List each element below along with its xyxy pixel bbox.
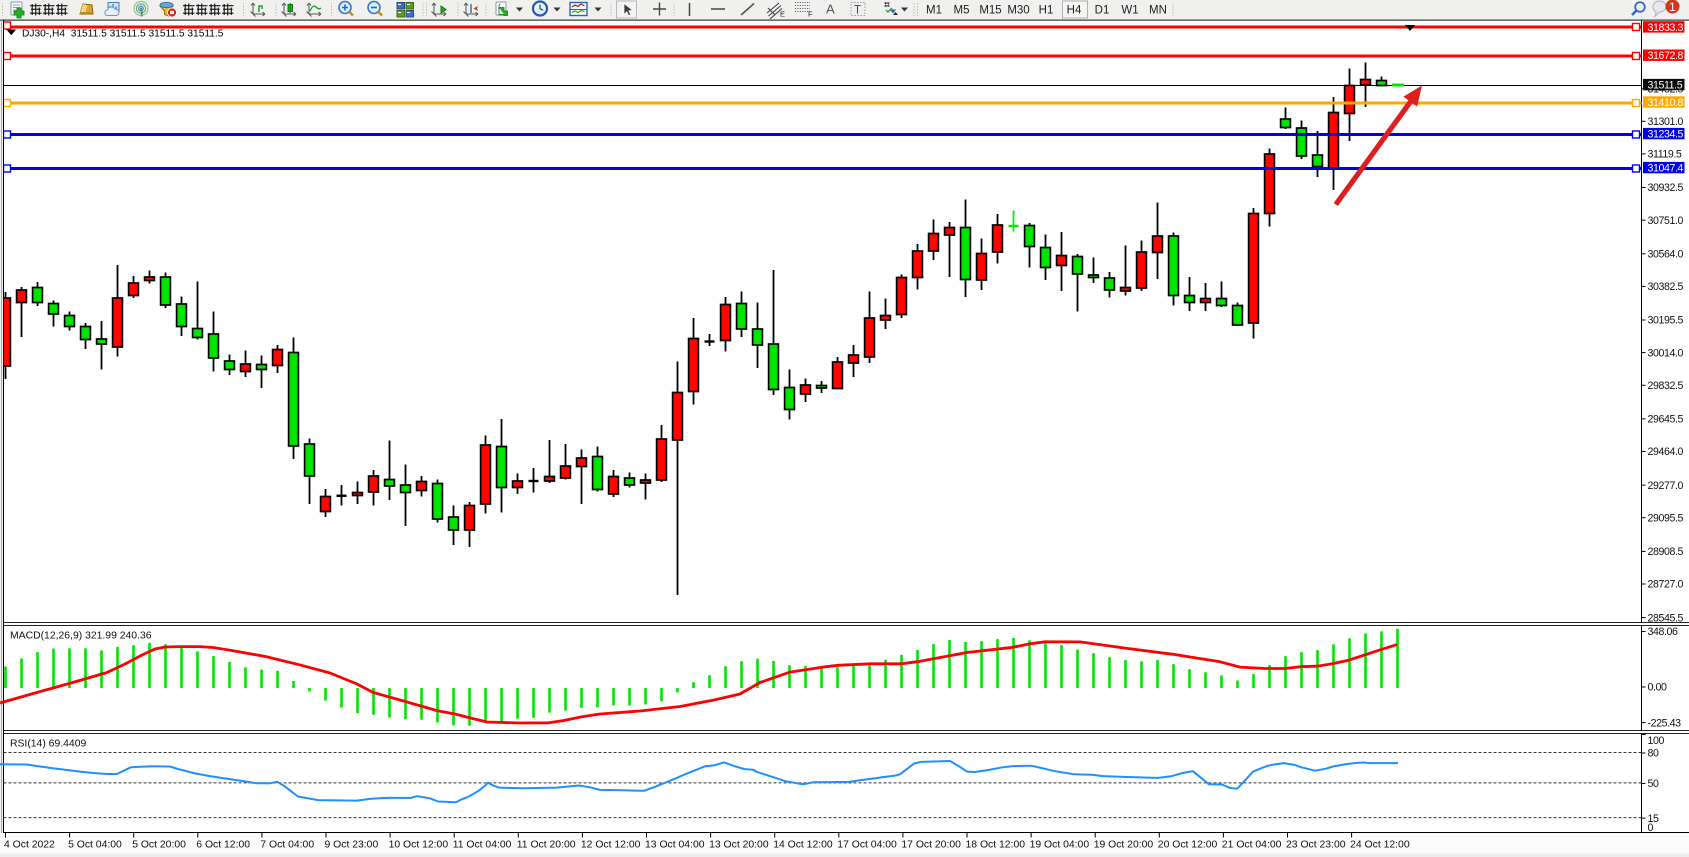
svg-text:5 Oct 04:00: 5 Oct 04:00 xyxy=(68,840,122,851)
svg-text:29277.0: 29277.0 xyxy=(1648,480,1684,492)
svg-text:21 Oct 04:00: 21 Oct 04:00 xyxy=(1222,840,1282,851)
svg-text:30195.5: 30195.5 xyxy=(1648,315,1684,327)
svg-text:W1: W1 xyxy=(1121,5,1138,17)
svg-text:M1: M1 xyxy=(926,5,942,17)
svg-text:DJ30-,H4 31511.5 31511.5 3151: DJ30-,H4 31511.5 31511.5 31511.5 31511.5 xyxy=(22,29,224,40)
svg-text:0.00: 0.00 xyxy=(1648,682,1668,694)
svg-text:13 Oct 04:00: 13 Oct 04:00 xyxy=(645,840,705,851)
svg-text:M30: M30 xyxy=(1007,5,1029,17)
svg-text:100: 100 xyxy=(1648,735,1665,747)
svg-text:28908.5: 28908.5 xyxy=(1648,546,1684,558)
svg-text:29095.5: 29095.5 xyxy=(1648,512,1684,524)
svg-text:15: 15 xyxy=(1648,813,1659,825)
svg-text:29464.0: 29464.0 xyxy=(1648,446,1684,458)
svg-text:30564.0: 30564.0 xyxy=(1648,249,1684,261)
svg-text:-225.43: -225.43 xyxy=(1648,717,1682,729)
svg-text:1: 1 xyxy=(1669,0,1676,14)
svg-text:31410.8: 31410.8 xyxy=(1648,97,1684,109)
svg-text:50: 50 xyxy=(1648,778,1659,790)
svg-text:12 Oct 12:00: 12 Oct 12:00 xyxy=(581,840,641,851)
svg-text:24 Oct 12:00: 24 Oct 12:00 xyxy=(1350,840,1410,851)
svg-text:17 Oct 20:00: 17 Oct 20:00 xyxy=(901,840,961,851)
svg-text:A: A xyxy=(826,2,835,17)
svg-text:18 Oct 12:00: 18 Oct 12:00 xyxy=(966,840,1026,851)
svg-text:D1: D1 xyxy=(1095,5,1110,17)
svg-text:348.06: 348.06 xyxy=(1648,626,1679,638)
svg-text:20 Oct 12:00: 20 Oct 12:00 xyxy=(1158,840,1218,851)
svg-text:H4: H4 xyxy=(1067,5,1082,17)
svg-text:31047.4: 31047.4 xyxy=(1648,163,1684,175)
svg-text:80: 80 xyxy=(1648,748,1659,760)
svg-text:29645.5: 29645.5 xyxy=(1648,414,1684,426)
svg-text:30014.0: 30014.0 xyxy=(1648,347,1684,359)
svg-text:31833.3: 31833.3 xyxy=(1648,22,1684,34)
svg-text:31119.5: 31119.5 xyxy=(1648,149,1682,161)
svg-text:31301.0: 31301.0 xyxy=(1648,116,1684,128)
svg-text:17 Oct 04:00: 17 Oct 04:00 xyxy=(837,840,897,851)
svg-text:31672.8: 31672.8 xyxy=(1648,50,1684,62)
svg-text:RSI(14) 69.4409: RSI(14) 69.4409 xyxy=(10,739,86,750)
svg-text:4 Oct 2022: 4 Oct 2022 xyxy=(4,840,55,851)
svg-text:30382.5: 30382.5 xyxy=(1648,281,1684,293)
svg-text:10 Oct 12:00: 10 Oct 12:00 xyxy=(389,840,449,851)
svg-text:19 Oct 04:00: 19 Oct 04:00 xyxy=(1030,840,1090,851)
svg-text:F: F xyxy=(808,10,813,19)
svg-text:5 Oct 20:00: 5 Oct 20:00 xyxy=(132,840,186,851)
svg-text:19 Oct 20:00: 19 Oct 20:00 xyxy=(1094,840,1154,851)
svg-text:29832.5: 29832.5 xyxy=(1648,380,1684,392)
svg-text:11 Oct 20:00: 11 Oct 20:00 xyxy=(517,840,576,851)
svg-text:M15: M15 xyxy=(979,5,1001,17)
svg-text:28727.0: 28727.0 xyxy=(1648,579,1684,591)
svg-text:11 Oct 04:00: 11 Oct 04:00 xyxy=(453,840,512,851)
svg-text:28545.5: 28545.5 xyxy=(1648,612,1684,624)
svg-text:H1: H1 xyxy=(1039,5,1054,17)
svg-text:E: E xyxy=(780,10,785,19)
svg-text:M5: M5 xyxy=(954,5,970,17)
svg-text:0: 0 xyxy=(1648,822,1654,834)
svg-text:30932.5: 30932.5 xyxy=(1648,182,1684,194)
svg-text:9 Oct 23:00: 9 Oct 23:00 xyxy=(325,840,379,851)
svg-text:7 Oct 04:00: 7 Oct 04:00 xyxy=(260,840,314,851)
svg-text:MN: MN xyxy=(1149,5,1167,17)
svg-text:30751.0: 30751.0 xyxy=(1648,215,1684,227)
svg-text:6 Oct 12:00: 6 Oct 12:00 xyxy=(196,840,250,851)
svg-text:23 Oct 23:00: 23 Oct 23:00 xyxy=(1286,840,1346,851)
svg-text:T: T xyxy=(854,5,861,17)
svg-text:MACD(12,26,9) 321.99 240.36: MACD(12,26,9) 321.99 240.36 xyxy=(10,631,152,642)
svg-text:14 Oct 12:00: 14 Oct 12:00 xyxy=(773,840,833,851)
svg-text:31511.5: 31511.5 xyxy=(1648,80,1683,92)
svg-text:13 Oct 20:00: 13 Oct 20:00 xyxy=(709,840,769,851)
svg-text:31234.5: 31234.5 xyxy=(1648,129,1684,141)
